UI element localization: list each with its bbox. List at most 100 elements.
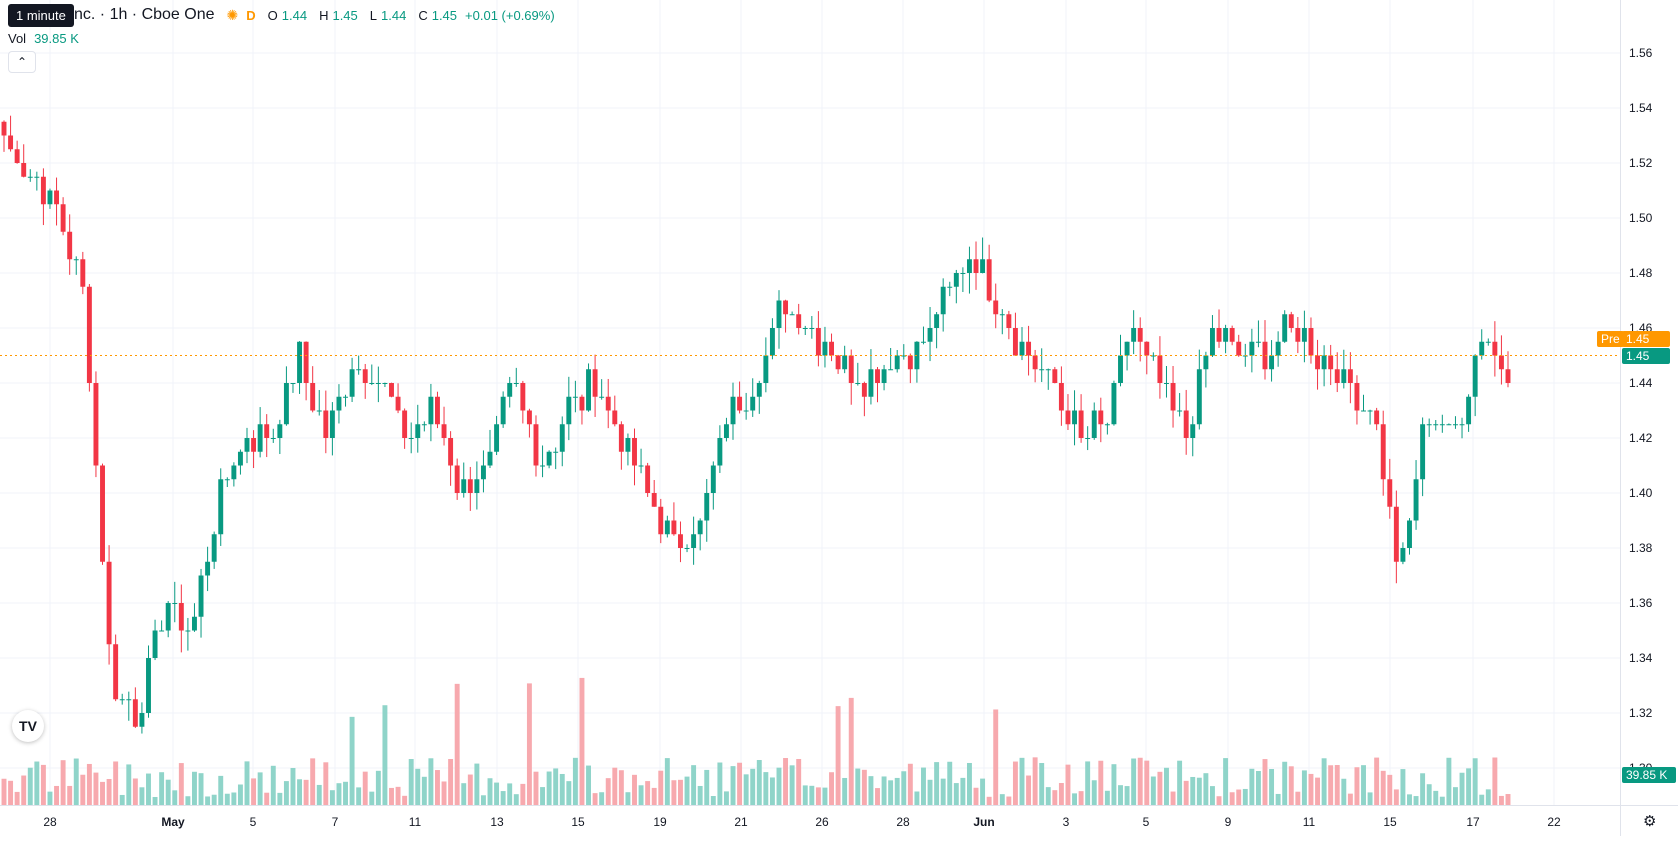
candle-body [1288, 314, 1294, 328]
candle-body [691, 534, 697, 548]
delayed-badge: D [246, 7, 256, 23]
volume-bar [494, 782, 500, 805]
candle-body [1091, 410, 1097, 438]
open-label: O [267, 7, 278, 23]
pre-market-label: Pre [1597, 331, 1624, 347]
candle-body [1111, 383, 1117, 425]
candle-body [1058, 383, 1064, 411]
volume-bar [1209, 786, 1215, 805]
candle-body [776, 300, 782, 328]
candle-body [835, 355, 841, 370]
candle-body [737, 396, 743, 411]
candle-body [1466, 396, 1472, 425]
candle-body [822, 341, 828, 356]
candle-body [1144, 341, 1150, 356]
candle-body [270, 438, 276, 439]
candle-body [1012, 328, 1018, 356]
volume-bar [27, 767, 33, 805]
last-price-tag: 1.45 [1622, 348, 1670, 364]
candle-body [277, 424, 283, 438]
volume-bar [1012, 761, 1018, 805]
candle-body [1354, 383, 1360, 411]
volume-bar [723, 791, 729, 805]
candle-body [1150, 355, 1156, 357]
volume-bar [487, 778, 493, 805]
volume-bar [1407, 794, 1412, 805]
volume-bar [960, 777, 966, 805]
volume-bar [1058, 782, 1064, 805]
volume-bar [618, 770, 624, 805]
volume-bar [237, 784, 243, 805]
volume-bar [389, 787, 394, 805]
volume-bar [1452, 787, 1458, 805]
candle-body [67, 231, 73, 260]
volume-bar [986, 796, 992, 805]
candle-body [1032, 355, 1038, 370]
price-tick-label: 1.34 [1629, 651, 1653, 665]
price-tick-label: 1.40 [1629, 486, 1653, 500]
candle-body [1446, 424, 1452, 426]
candle-body [1255, 341, 1261, 343]
candle-body [1400, 548, 1406, 562]
candle-body [1452, 424, 1458, 426]
collapse-legend-button[interactable]: ⌃ [8, 51, 36, 73]
volume-bar [1229, 792, 1235, 805]
volume-bar [1328, 765, 1334, 805]
volume-bar [1249, 768, 1255, 805]
candle-body [237, 451, 243, 466]
candle-body [1328, 355, 1334, 370]
volume-bar [999, 794, 1005, 805]
volume-bar [750, 768, 756, 805]
candle-body [146, 658, 151, 713]
volume-bar [572, 757, 578, 805]
time-tick-label: 13 [490, 815, 504, 829]
volume-bar [710, 796, 716, 805]
candle-body [815, 328, 821, 356]
pre-market-price-tag: 1.45 [1622, 331, 1670, 347]
gear-icon[interactable]: ⚙ [1643, 813, 1657, 830]
candle-body [513, 383, 519, 384]
candle-body [533, 424, 539, 466]
candle-body [34, 176, 40, 178]
symbol-title[interactable]: nc. · 1h · Cboe One [74, 6, 215, 23]
candle-body [1164, 383, 1169, 384]
volume-bar [198, 773, 204, 805]
volume-bar [789, 765, 795, 805]
chart-pane[interactable] [0, 0, 1620, 805]
volume-bar [1098, 760, 1104, 805]
candle-body [1177, 410, 1183, 412]
volume-legend: Vol 39.85 K [8, 31, 79, 46]
candle-body [40, 176, 46, 205]
candle-body [172, 603, 178, 604]
settings-corner[interactable]: ⚙ [1620, 805, 1678, 836]
candle-body [1098, 410, 1104, 425]
volume-bar [500, 791, 506, 805]
volume-bar [1196, 777, 1202, 805]
volume-bar [165, 779, 171, 805]
volume-bar [80, 774, 86, 805]
candle-body [421, 424, 427, 426]
volume-bar [783, 758, 789, 805]
price-axis[interactable]: 1.56 1.54 1.52 1.50 1.48 1.46 1.44 1.42 1.40 1.38… [1620, 0, 1678, 805]
volume-bar [973, 787, 979, 805]
high-label: H [319, 7, 329, 23]
candle-body [934, 314, 940, 328]
time-axis[interactable]: 28 May 5 7 11 13 15 19 21 26 28 Jun 3 5 9 11 15 17 22 [0, 805, 1620, 836]
candlestick-chart[interactable] [0, 0, 1620, 805]
high-value: 1.45 [332, 7, 358, 23]
volume-bar [980, 778, 986, 805]
candle-body [868, 369, 874, 397]
candle-body [901, 355, 907, 357]
candle-body [664, 520, 670, 535]
candle-body [113, 644, 119, 700]
tradingview-logo-icon[interactable]: TV [12, 710, 44, 742]
volume-bar [684, 776, 690, 805]
price-tick-label: 1.38 [1629, 541, 1653, 555]
time-tick-label: 21 [734, 815, 748, 829]
volume-bar [1341, 778, 1347, 805]
price-tick-label: 1.52 [1629, 156, 1653, 170]
volume-bar [1190, 776, 1196, 805]
candle-body [356, 369, 362, 371]
candle-body [1124, 341, 1130, 356]
candle-body [1485, 341, 1491, 343]
